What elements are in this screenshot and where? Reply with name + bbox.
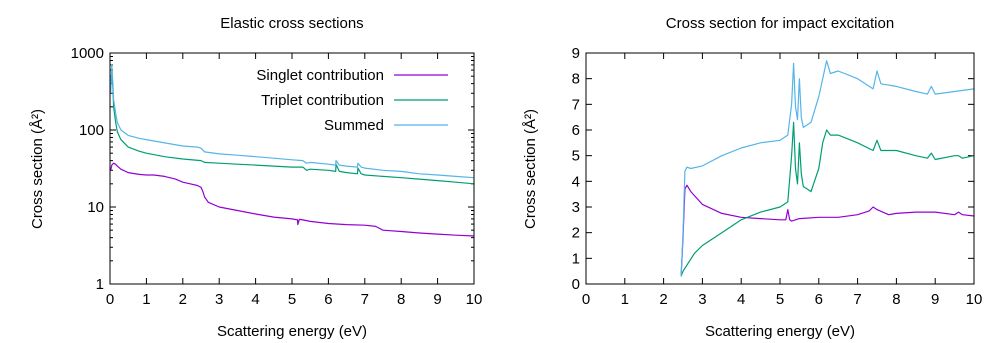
- excitation-y-tick-label: 5: [572, 148, 580, 165]
- excitation-x-tick-label: 3: [698, 291, 706, 308]
- elastic-x-axis-label: Scattering energy (eV): [217, 323, 367, 340]
- legend-label-singlet-contribution: Singlet contribution: [256, 67, 384, 84]
- excitation-y-tick-label: 2: [572, 225, 580, 242]
- elastic-y-tick-label: 100: [79, 122, 104, 139]
- elastic-y-tick-label: 1000: [71, 45, 104, 62]
- elastic-x-tick-label: 8: [397, 291, 405, 308]
- elastic-plot-frame: [109, 52, 475, 285]
- legend-label-triplet-contribution: Triplet contribution: [261, 92, 384, 109]
- excitation-y-tick-label: 6: [572, 122, 580, 139]
- excitation-x-tick-label: 10: [966, 291, 983, 308]
- excitation-y-tick-label: 0: [572, 276, 580, 293]
- elastic-x-tick-label: 10: [466, 291, 483, 308]
- excitation-x-tick-label: 4: [737, 291, 745, 308]
- elastic-series-group: [110, 64, 475, 237]
- elastic-triplet-contribution-line: [110, 69, 475, 185]
- elastic-y-tick-label: 10: [87, 199, 104, 216]
- excitation-y-tick-label: 9: [572, 45, 580, 62]
- elastic-legend: Singlet contribution Triplet contribution…: [256, 67, 448, 134]
- excitation-y-tick-label: 4: [572, 173, 580, 190]
- excitation-plot-frame: [585, 52, 975, 285]
- excitation-x-tick-label: 1: [621, 291, 629, 308]
- excitation-y-tick-label: 1: [572, 250, 580, 267]
- elastic-summed-line: [110, 64, 475, 179]
- excitation-x-tick-label: 0: [582, 291, 590, 308]
- elastic-x-tick-label: 2: [179, 291, 187, 308]
- elastic-singlet-contribution-line: [110, 162, 475, 237]
- excitation-y-tick-label: 8: [572, 71, 580, 88]
- excitation-x-axis-label: Scattering energy (eV): [705, 323, 855, 340]
- excitation-chart-panel: Cross section for impact excitation Scat…: [522, 15, 982, 340]
- excitation-chart-title: Cross section for impact excitation: [666, 15, 894, 32]
- elastic-x-tick-label: 5: [288, 291, 296, 308]
- excitation-y-tick-label: 3: [572, 199, 580, 216]
- elastic-x-tick-label: 6: [324, 291, 332, 308]
- excitation-x-tick-label: 5: [776, 291, 784, 308]
- elastic-x-tick-label: 1: [142, 291, 150, 308]
- elastic-y-tick-label: 1: [96, 276, 104, 293]
- excitation-axis-ticks: 0 1 2 3 4 5 6 7 8 9 10 0 1 2 3 4 5 6 7 8 9: [572, 45, 983, 308]
- elastic-x-tick-label: 0: [106, 291, 114, 308]
- excitation-x-tick-label: 7: [853, 291, 861, 308]
- excitation-y-axis-label: Cross section (Å²): [522, 109, 539, 229]
- excitation-series-group: [680, 60, 975, 277]
- elastic-x-tick-label: 3: [215, 291, 223, 308]
- excitation-series-0-line: [680, 184, 975, 277]
- elastic-chart-panel: Elastic cross sections Scattering energy…: [29, 15, 482, 340]
- elastic-x-tick-label: 7: [361, 291, 369, 308]
- legend-label-summed: Summed: [324, 117, 384, 134]
- excitation-x-tick-label: 9: [931, 291, 939, 308]
- excitation-x-tick-label: 8: [892, 291, 900, 308]
- excitation-series-1-line: [680, 121, 975, 277]
- elastic-chart-title: Elastic cross sections: [220, 15, 363, 32]
- elastic-x-tick-label: 9: [433, 291, 441, 308]
- excitation-x-tick-label: 2: [659, 291, 667, 308]
- elastic-x-tick-label: 4: [251, 291, 259, 308]
- excitation-series-2-line: [680, 60, 975, 277]
- excitation-x-tick-label: 6: [815, 291, 823, 308]
- elastic-y-axis-label: Cross section (Å²): [29, 109, 46, 229]
- excitation-y-tick-label: 7: [572, 96, 580, 113]
